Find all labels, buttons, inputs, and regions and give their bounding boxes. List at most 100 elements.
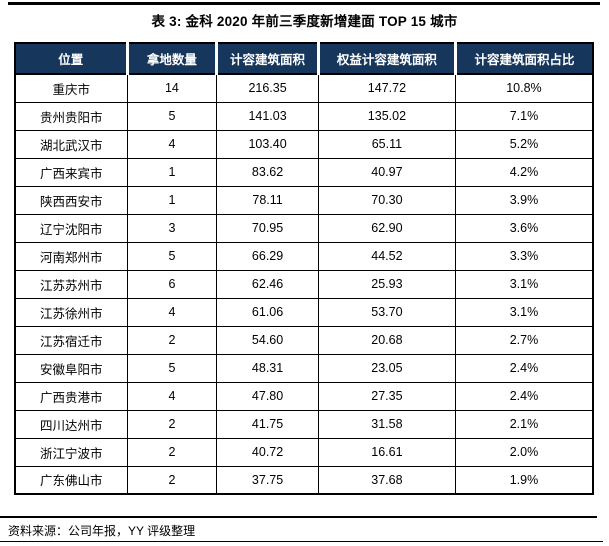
table-row: 江苏宿迁市 2 54.60 20.68 2.7% xyxy=(14,325,594,355)
value-cell: 20.68 xyxy=(317,325,456,355)
value-cell: 78.11 xyxy=(216,185,319,215)
value-cell: 2.1% xyxy=(454,409,594,439)
city-cell: 贵州贵阳市 xyxy=(14,101,128,131)
value-cell: 25.93 xyxy=(317,269,456,299)
bottom-rule xyxy=(0,541,603,542)
table-row: 安徽阜阳市 5 48.31 23.05 2.4% xyxy=(14,353,594,383)
value-cell: 3.3% xyxy=(454,241,594,271)
column-header-4: 计容建筑面积占比 xyxy=(455,43,593,75)
value-cell: 5 xyxy=(126,101,218,131)
city-cell: 广西来宾市 xyxy=(14,157,128,187)
value-cell: 2.7% xyxy=(454,325,594,355)
table-body: 重庆市 14 216.35 147.72 10.8% 贵州贵阳市 5 141.03 135.02… xyxy=(14,73,594,495)
city-cell: 陕西西安市 xyxy=(14,185,128,215)
city-cell: 江苏宿迁市 xyxy=(14,325,128,355)
table-row: 四川达州市 2 41.75 31.58 2.1% xyxy=(14,409,594,439)
value-cell: 4 xyxy=(126,297,218,327)
value-cell: 70.30 xyxy=(317,185,456,215)
table-row: 江苏苏州市 6 62.46 25.93 3.1% xyxy=(14,269,594,299)
value-cell: 2 xyxy=(126,325,218,355)
column-header-1: 拿地数量 xyxy=(127,43,219,75)
value-cell: 4.2% xyxy=(454,157,594,187)
table-row: 广东佛山市 2 37.75 37.68 1.9% xyxy=(14,465,594,495)
value-cell: 5 xyxy=(126,353,218,383)
table-row: 河南郑州市 5 66.29 44.52 3.3% xyxy=(14,241,594,271)
value-cell: 103.40 xyxy=(216,129,319,159)
city-cell: 安徽阜阳市 xyxy=(14,353,128,383)
city-cell: 江苏徐州市 xyxy=(14,297,128,327)
top15-cities-table: 位置 拿地数量 计容建筑面积 权益计容建筑面积 计容建筑面积占比 重庆市 14 216.35… xyxy=(14,42,594,495)
city-cell: 重庆市 xyxy=(14,73,128,103)
table-row: 广西来宾市 1 83.62 40.97 4.2% xyxy=(14,157,594,187)
value-cell: 37.68 xyxy=(317,465,456,495)
table-header-row: 位置 拿地数量 计容建筑面积 权益计容建筑面积 计容建筑面积占比 xyxy=(15,43,593,75)
value-cell: 2 xyxy=(126,437,218,467)
value-cell: 135.02 xyxy=(317,101,456,131)
value-cell: 70.95 xyxy=(216,213,319,243)
table-row: 江苏徐州市 4 61.06 53.70 3.1% xyxy=(14,297,594,327)
table-row: 浙江宁波市 2 40.72 16.61 2.0% xyxy=(14,437,594,467)
column-header-3: 权益计容建筑面积 xyxy=(318,43,457,75)
value-cell: 1 xyxy=(126,185,218,215)
value-cell: 44.52 xyxy=(317,241,456,271)
value-cell: 141.03 xyxy=(216,101,319,131)
table-row: 湖北武汉市 4 103.40 65.11 5.2% xyxy=(14,129,594,159)
table-row: 辽宁沈阳市 3 70.95 62.90 3.6% xyxy=(14,213,594,243)
value-cell: 40.72 xyxy=(216,437,319,467)
table-row: 重庆市 14 216.35 147.72 10.8% xyxy=(14,73,594,103)
value-cell: 31.58 xyxy=(317,409,456,439)
value-cell: 16.61 xyxy=(317,437,456,467)
value-cell: 147.72 xyxy=(317,73,456,103)
value-cell: 1 xyxy=(126,157,218,187)
column-header-0: 位置 xyxy=(15,43,129,75)
value-cell: 2.4% xyxy=(454,353,594,383)
value-cell: 62.90 xyxy=(317,213,456,243)
value-cell: 6 xyxy=(126,269,218,299)
value-cell: 2 xyxy=(126,409,218,439)
column-header-2: 计容建筑面积 xyxy=(216,43,320,75)
table-row: 贵州贵阳市 5 141.03 135.02 7.1% xyxy=(14,101,594,131)
value-cell: 3.9% xyxy=(454,185,594,215)
value-cell: 3.6% xyxy=(454,213,594,243)
city-cell: 河南郑州市 xyxy=(14,241,128,271)
table-title: 表 3: 金科 2020 年前三季度新增建面 TOP 15 城市 xyxy=(151,14,458,29)
value-cell: 48.31 xyxy=(216,353,319,383)
source-note: 资料来源：公司年报，YY 评级整理 xyxy=(8,524,196,538)
value-cell: 66.29 xyxy=(216,241,319,271)
value-cell: 4 xyxy=(126,129,218,159)
city-cell: 广西贵港市 xyxy=(14,381,128,411)
value-cell: 5 xyxy=(126,241,218,271)
value-cell: 37.75 xyxy=(216,465,319,495)
city-cell: 辽宁沈阳市 xyxy=(14,213,128,243)
value-cell: 27.35 xyxy=(317,381,456,411)
value-cell: 53.70 xyxy=(317,297,456,327)
value-cell: 40.97 xyxy=(317,157,456,187)
value-cell: 3.1% xyxy=(454,269,594,299)
value-cell: 10.8% xyxy=(454,73,594,103)
value-cell: 2 xyxy=(126,465,218,495)
value-cell: 2.0% xyxy=(454,437,594,467)
value-cell: 4 xyxy=(126,381,218,411)
value-cell: 216.35 xyxy=(216,73,319,103)
top-rule xyxy=(8,2,600,5)
value-cell: 65.11 xyxy=(317,129,456,159)
value-cell: 14 xyxy=(126,73,218,103)
value-cell: 83.62 xyxy=(216,157,319,187)
value-cell: 54.60 xyxy=(216,325,319,355)
value-cell: 47.80 xyxy=(216,381,319,411)
value-cell: 62.46 xyxy=(216,269,319,299)
footer-rule xyxy=(0,516,597,518)
table-row: 陕西西安市 1 78.11 70.30 3.9% xyxy=(14,185,594,215)
city-cell: 江苏苏州市 xyxy=(14,269,128,299)
city-cell: 湖北武汉市 xyxy=(14,129,128,159)
city-cell: 浙江宁波市 xyxy=(14,437,128,467)
value-cell: 3.1% xyxy=(454,297,594,327)
value-cell: 3 xyxy=(126,213,218,243)
value-cell: 61.06 xyxy=(216,297,319,327)
city-cell: 广东佛山市 xyxy=(14,465,128,495)
value-cell: 1.9% xyxy=(454,465,594,495)
city-cell: 四川达州市 xyxy=(14,409,128,439)
value-cell: 2.4% xyxy=(454,381,594,411)
value-cell: 7.1% xyxy=(454,101,594,131)
